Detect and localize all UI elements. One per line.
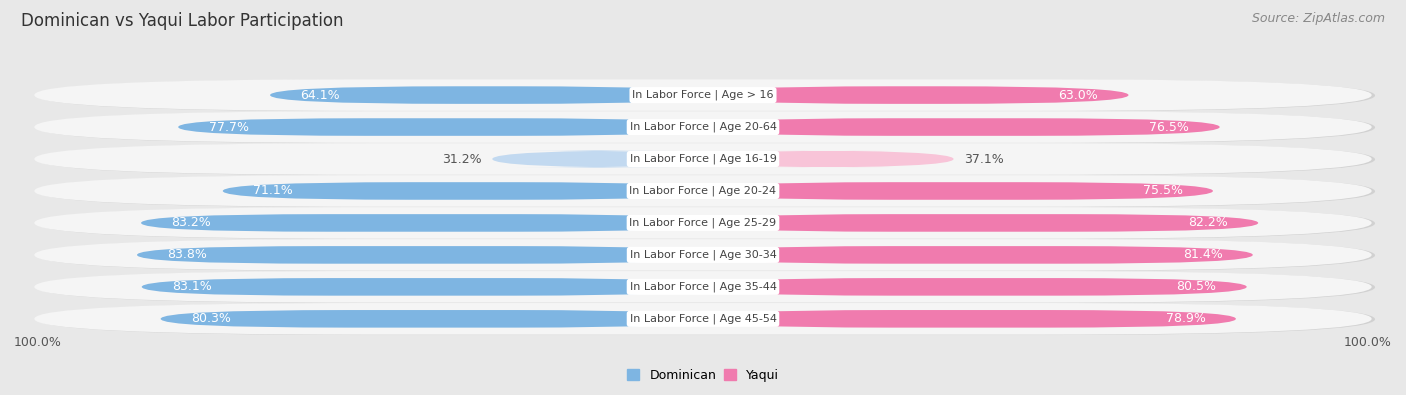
Text: 78.9%: 78.9% <box>1166 312 1205 325</box>
FancyBboxPatch shape <box>142 278 703 295</box>
Text: In Labor Force | Age 20-24: In Labor Force | Age 20-24 <box>630 186 776 196</box>
Text: In Labor Force | Age 16-19: In Labor Force | Age 16-19 <box>630 154 776 164</box>
FancyBboxPatch shape <box>38 207 1375 239</box>
Text: 83.8%: 83.8% <box>167 248 207 261</box>
Legend: Dominican, Yaqui: Dominican, Yaqui <box>621 364 785 387</box>
FancyBboxPatch shape <box>136 246 703 264</box>
FancyBboxPatch shape <box>703 150 953 168</box>
Text: 100.0%: 100.0% <box>14 336 62 349</box>
Text: 76.5%: 76.5% <box>1150 120 1189 134</box>
FancyBboxPatch shape <box>34 303 1372 335</box>
FancyBboxPatch shape <box>38 175 1375 207</box>
FancyBboxPatch shape <box>703 310 1236 327</box>
FancyBboxPatch shape <box>34 239 1372 271</box>
Text: 100.0%: 100.0% <box>1344 336 1392 349</box>
FancyBboxPatch shape <box>703 246 1253 264</box>
FancyBboxPatch shape <box>34 207 1372 239</box>
FancyBboxPatch shape <box>38 112 1375 143</box>
FancyBboxPatch shape <box>34 175 1372 207</box>
FancyBboxPatch shape <box>703 86 1129 104</box>
Text: Source: ZipAtlas.com: Source: ZipAtlas.com <box>1251 12 1385 25</box>
FancyBboxPatch shape <box>34 79 1372 111</box>
Text: In Labor Force | Age > 16: In Labor Force | Age > 16 <box>633 90 773 100</box>
FancyBboxPatch shape <box>38 239 1375 271</box>
Text: In Labor Force | Age 30-34: In Labor Force | Age 30-34 <box>630 250 776 260</box>
FancyBboxPatch shape <box>703 118 1219 136</box>
FancyBboxPatch shape <box>179 118 703 136</box>
Text: 82.2%: 82.2% <box>1188 216 1227 229</box>
FancyBboxPatch shape <box>34 111 1372 143</box>
Text: Dominican vs Yaqui Labor Participation: Dominican vs Yaqui Labor Participation <box>21 12 343 30</box>
FancyBboxPatch shape <box>38 303 1375 335</box>
Text: 80.5%: 80.5% <box>1177 280 1216 293</box>
Text: 83.1%: 83.1% <box>172 280 212 293</box>
FancyBboxPatch shape <box>38 80 1375 111</box>
Text: In Labor Force | Age 35-44: In Labor Force | Age 35-44 <box>630 282 776 292</box>
FancyBboxPatch shape <box>141 214 703 232</box>
FancyBboxPatch shape <box>34 271 1372 303</box>
FancyBboxPatch shape <box>270 86 703 104</box>
Text: 37.1%: 37.1% <box>963 152 1004 166</box>
Text: 81.4%: 81.4% <box>1182 248 1222 261</box>
Text: In Labor Force | Age 45-54: In Labor Force | Age 45-54 <box>630 314 776 324</box>
FancyBboxPatch shape <box>703 182 1213 200</box>
FancyBboxPatch shape <box>703 278 1247 295</box>
Text: 71.1%: 71.1% <box>253 184 292 198</box>
FancyBboxPatch shape <box>34 143 1372 175</box>
FancyBboxPatch shape <box>160 310 703 327</box>
FancyBboxPatch shape <box>492 150 703 168</box>
Text: 80.3%: 80.3% <box>191 312 231 325</box>
FancyBboxPatch shape <box>38 271 1375 303</box>
Text: In Labor Force | Age 25-29: In Labor Force | Age 25-29 <box>630 218 776 228</box>
Text: 31.2%: 31.2% <box>443 152 482 166</box>
FancyBboxPatch shape <box>703 214 1258 232</box>
FancyBboxPatch shape <box>222 182 703 200</box>
Text: 83.2%: 83.2% <box>172 216 211 229</box>
FancyBboxPatch shape <box>38 143 1375 175</box>
Text: In Labor Force | Age 20-64: In Labor Force | Age 20-64 <box>630 122 776 132</box>
Text: 75.5%: 75.5% <box>1143 184 1182 198</box>
Text: 77.7%: 77.7% <box>208 120 249 134</box>
Text: 63.0%: 63.0% <box>1059 88 1098 102</box>
Text: 64.1%: 64.1% <box>301 88 340 102</box>
